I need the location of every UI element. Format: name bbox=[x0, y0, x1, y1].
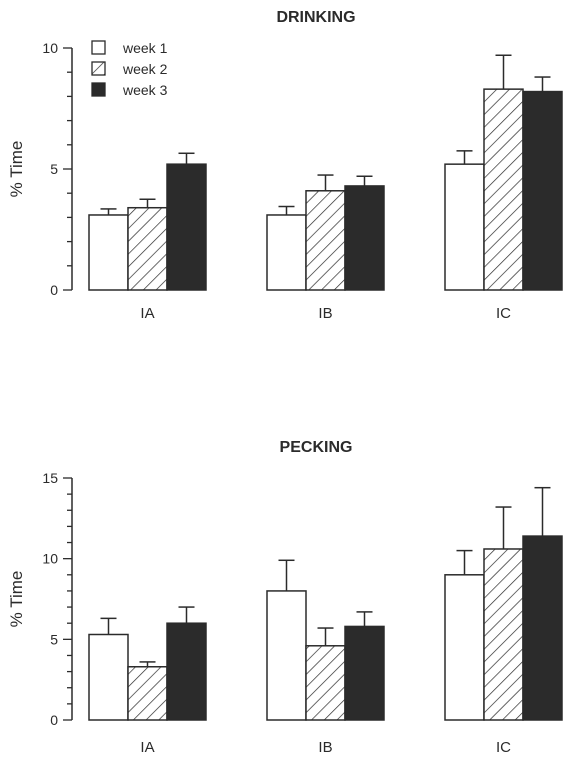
legend-label: week 2 bbox=[122, 61, 168, 77]
category-label: IA bbox=[140, 739, 154, 756]
y-tick-label: 5 bbox=[50, 631, 58, 647]
category-label: IC bbox=[496, 739, 511, 756]
y-tick-label: 15 bbox=[42, 470, 58, 486]
legend-swatch bbox=[91, 82, 106, 97]
bar bbox=[444, 574, 485, 721]
bar bbox=[305, 645, 346, 721]
chart-title: DRINKING bbox=[276, 9, 355, 26]
bar bbox=[127, 666, 168, 721]
category-label: IB bbox=[318, 739, 332, 756]
bar bbox=[305, 190, 346, 291]
chart-title: PECKING bbox=[280, 439, 353, 456]
legend: week 1 week 2 week 3 bbox=[91, 40, 168, 98]
y-axis-label: % Time bbox=[7, 571, 26, 628]
pecking-panel: PECKING 0 5 10 15 % Time IA IB IC bbox=[7, 439, 563, 756]
legend-swatch bbox=[91, 61, 106, 76]
legend-label: week 1 bbox=[122, 40, 168, 56]
legend-label: week 3 bbox=[122, 82, 168, 98]
category-label: IB bbox=[318, 305, 332, 322]
bar bbox=[88, 633, 129, 721]
bar bbox=[483, 548, 524, 721]
y-tick-label: 0 bbox=[50, 712, 58, 728]
bar bbox=[483, 88, 524, 291]
bar bbox=[522, 535, 563, 721]
bar bbox=[266, 590, 307, 721]
category-label: IA bbox=[140, 305, 154, 322]
y-axis-label: % Time bbox=[7, 141, 26, 198]
y-tick-label: 5 bbox=[50, 161, 58, 177]
category-label: IC bbox=[496, 305, 511, 322]
bar bbox=[344, 625, 385, 721]
bar bbox=[88, 214, 129, 291]
bar bbox=[266, 214, 307, 291]
bar bbox=[344, 185, 385, 291]
bar bbox=[522, 90, 563, 291]
bar bbox=[166, 163, 207, 291]
y-tick-label: 10 bbox=[42, 40, 58, 56]
bar bbox=[166, 622, 207, 721]
legend-swatch bbox=[91, 40, 106, 55]
bar bbox=[444, 163, 485, 291]
y-tick-label: 10 bbox=[42, 551, 58, 567]
bar bbox=[127, 206, 168, 291]
y-tick-label: 0 bbox=[50, 282, 58, 298]
